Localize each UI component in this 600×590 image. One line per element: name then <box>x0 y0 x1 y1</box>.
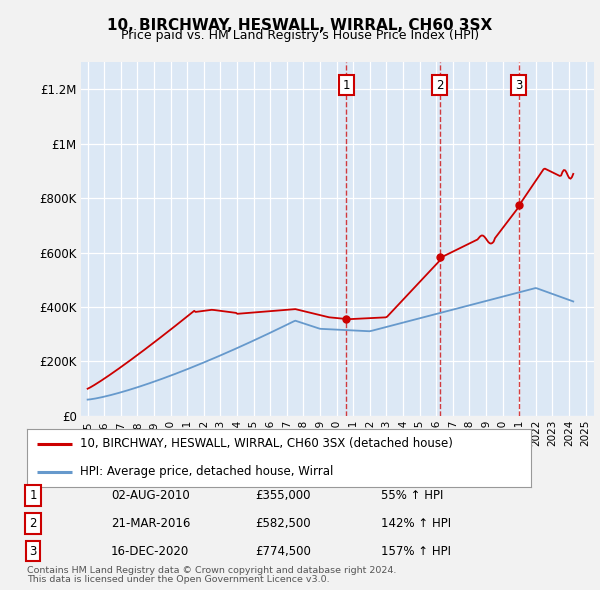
Text: Price paid vs. HM Land Registry's House Price Index (HPI): Price paid vs. HM Land Registry's House … <box>121 30 479 42</box>
Text: £774,500: £774,500 <box>255 545 311 558</box>
Text: 2: 2 <box>29 517 37 530</box>
Text: 2: 2 <box>436 78 443 91</box>
Text: 3: 3 <box>515 78 523 91</box>
Text: 55% ↑ HPI: 55% ↑ HPI <box>381 489 443 502</box>
Text: £355,000: £355,000 <box>255 489 311 502</box>
Text: This data is licensed under the Open Government Licence v3.0.: This data is licensed under the Open Gov… <box>27 575 329 584</box>
Text: 1: 1 <box>29 489 37 502</box>
Text: 157% ↑ HPI: 157% ↑ HPI <box>381 545 451 558</box>
Text: Contains HM Land Registry data © Crown copyright and database right 2024.: Contains HM Land Registry data © Crown c… <box>27 566 397 575</box>
Text: 10, BIRCHWAY, HESWALL, WIRRAL, CH60 3SX (detached house): 10, BIRCHWAY, HESWALL, WIRRAL, CH60 3SX … <box>80 437 453 450</box>
Text: HPI: Average price, detached house, Wirral: HPI: Average price, detached house, Wirr… <box>80 466 333 478</box>
Text: 21-MAR-2016: 21-MAR-2016 <box>111 517 190 530</box>
Text: £582,500: £582,500 <box>255 517 311 530</box>
Text: 3: 3 <box>29 545 37 558</box>
Text: 142% ↑ HPI: 142% ↑ HPI <box>381 517 451 530</box>
Text: 1: 1 <box>343 78 350 91</box>
Text: 16-DEC-2020: 16-DEC-2020 <box>111 545 189 558</box>
Text: 10, BIRCHWAY, HESWALL, WIRRAL, CH60 3SX: 10, BIRCHWAY, HESWALL, WIRRAL, CH60 3SX <box>107 18 493 32</box>
Text: 02-AUG-2010: 02-AUG-2010 <box>111 489 190 502</box>
